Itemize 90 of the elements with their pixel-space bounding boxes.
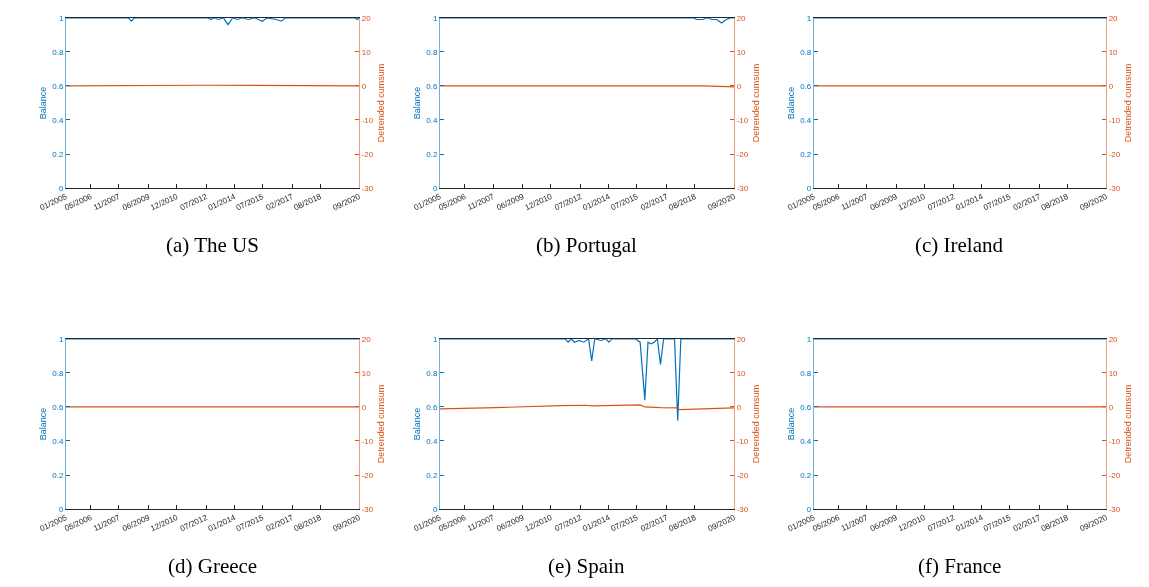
y2-tick-label: -20 xyxy=(736,149,749,159)
y2-tick-label: 0 xyxy=(1108,81,1114,91)
text: (e) Spain xyxy=(548,554,625,578)
y-tick-label: 0.2 xyxy=(52,470,64,480)
y-axis-title: Balance xyxy=(785,86,796,120)
y2-tick-label: 20 xyxy=(361,334,372,344)
y-tick-label: 0.8 xyxy=(426,47,438,57)
y2-tick-label: -30 xyxy=(1108,504,1121,514)
y2-tick-label: 10 xyxy=(1108,47,1119,57)
y-axis-title: Balance xyxy=(411,86,422,120)
y2-axis-title: Detrended cumsum xyxy=(750,384,761,464)
y2-tick-label: 20 xyxy=(361,13,372,23)
y2-tick-label: -30 xyxy=(361,504,374,514)
y2-tick-label: -20 xyxy=(361,470,374,480)
y2-tick-label: -30 xyxy=(1108,183,1121,193)
y-tick-label: 1 xyxy=(58,334,64,344)
y2-tick-label: 0 xyxy=(361,81,367,91)
y2-tick-label: 20 xyxy=(736,13,747,23)
y-tick-label: 0.6 xyxy=(52,402,64,412)
y-tick-label: 0.4 xyxy=(800,436,812,446)
y2-axis-title: Detrended cumsum xyxy=(375,63,386,143)
y-tick-label: 0.8 xyxy=(52,368,64,378)
y2-tick-label: 0 xyxy=(1108,402,1114,412)
y2-tick-label: -20 xyxy=(1108,149,1121,159)
y2-tick-label: -30 xyxy=(736,183,749,193)
y2-tick-label: -10 xyxy=(736,436,749,446)
y-tick-label: 1 xyxy=(806,13,812,23)
y-tick-label: 0 xyxy=(58,504,64,514)
y-tick-label: 1 xyxy=(58,13,64,23)
y-tick-label: 0.6 xyxy=(800,402,812,412)
y-tick-label: 0.2 xyxy=(800,149,812,159)
y-tick-label: 0.8 xyxy=(800,368,812,378)
y2-tick-label: 20 xyxy=(736,334,747,344)
y2-tick-label: 20 xyxy=(1108,334,1119,344)
y-tick-label: 1 xyxy=(432,334,438,344)
y-axis-title: Balance xyxy=(411,407,422,441)
y-axis-title: Balance xyxy=(785,407,796,441)
y2-tick-label: -20 xyxy=(361,149,374,159)
y2-tick-label: -10 xyxy=(1108,115,1121,125)
y2-tick-label: 10 xyxy=(1108,368,1119,378)
y-tick-label: 1 xyxy=(432,13,438,23)
y-tick-label: 0 xyxy=(58,183,64,193)
y2-tick-label: 0 xyxy=(361,402,367,412)
y2-axis-title: Detrended cumsum xyxy=(375,384,386,464)
text: (b) Portugal xyxy=(536,233,638,257)
y-tick-label: 1 xyxy=(806,334,812,344)
y-tick-label: 0 xyxy=(432,183,438,193)
y2-tick-label: -10 xyxy=(361,115,374,125)
y-tick-label: 0.2 xyxy=(426,470,438,480)
y2-tick-label: 10 xyxy=(361,47,372,57)
y-tick-label: 0.4 xyxy=(52,115,64,125)
y-tick-label: 0.4 xyxy=(800,115,812,125)
y-tick-label: 0.2 xyxy=(426,149,438,159)
y-tick-label: 0 xyxy=(432,504,438,514)
y-tick-label: 0.4 xyxy=(52,436,64,446)
y-tick-label: 0.6 xyxy=(52,81,64,91)
y2-tick-label: -10 xyxy=(1108,436,1121,446)
y-tick-label: 0.2 xyxy=(52,149,64,159)
text: (a) The US xyxy=(166,233,259,257)
y2-tick-label: -30 xyxy=(361,183,374,193)
y-tick-label: 0.4 xyxy=(426,436,438,446)
y-tick-label: 0.8 xyxy=(52,47,64,57)
y-tick-label: 0.6 xyxy=(426,81,438,91)
text: (d) Greece xyxy=(168,554,258,578)
text: (c) Ireland xyxy=(915,233,1004,257)
y-tick-label: 0 xyxy=(806,183,812,193)
y2-tick-label: -10 xyxy=(736,115,749,125)
y2-tick-label: -20 xyxy=(1108,470,1121,480)
y-tick-label: 0.4 xyxy=(426,115,438,125)
y2-axis-title: Detrended cumsum xyxy=(1122,63,1133,143)
y2-axis-title: Detrended cumsum xyxy=(750,63,761,143)
y2-tick-label: 10 xyxy=(736,47,747,57)
y2-axis-title: Detrended cumsum xyxy=(1122,384,1133,464)
y2-tick-label: 20 xyxy=(1108,13,1119,23)
y-axis-title: Balance xyxy=(37,407,48,441)
y-tick-label: 0.8 xyxy=(800,47,812,57)
y-tick-label: 0.2 xyxy=(800,470,812,480)
y-tick-label: 0.8 xyxy=(426,368,438,378)
y2-tick-label: 0 xyxy=(736,402,742,412)
y2-tick-label: 10 xyxy=(736,368,747,378)
y2-tick-label: 10 xyxy=(361,368,372,378)
y2-tick-label: -10 xyxy=(361,436,374,446)
y-tick-label: 0.6 xyxy=(800,81,812,91)
y-tick-label: 0 xyxy=(806,504,812,514)
text: (f) France xyxy=(918,554,1002,578)
y2-tick-label: 0 xyxy=(736,81,742,91)
y2-tick-label: -30 xyxy=(736,504,749,514)
y-axis-title: Balance xyxy=(37,86,48,120)
y2-tick-label: -20 xyxy=(736,470,749,480)
y-tick-label: 0.6 xyxy=(426,402,438,412)
